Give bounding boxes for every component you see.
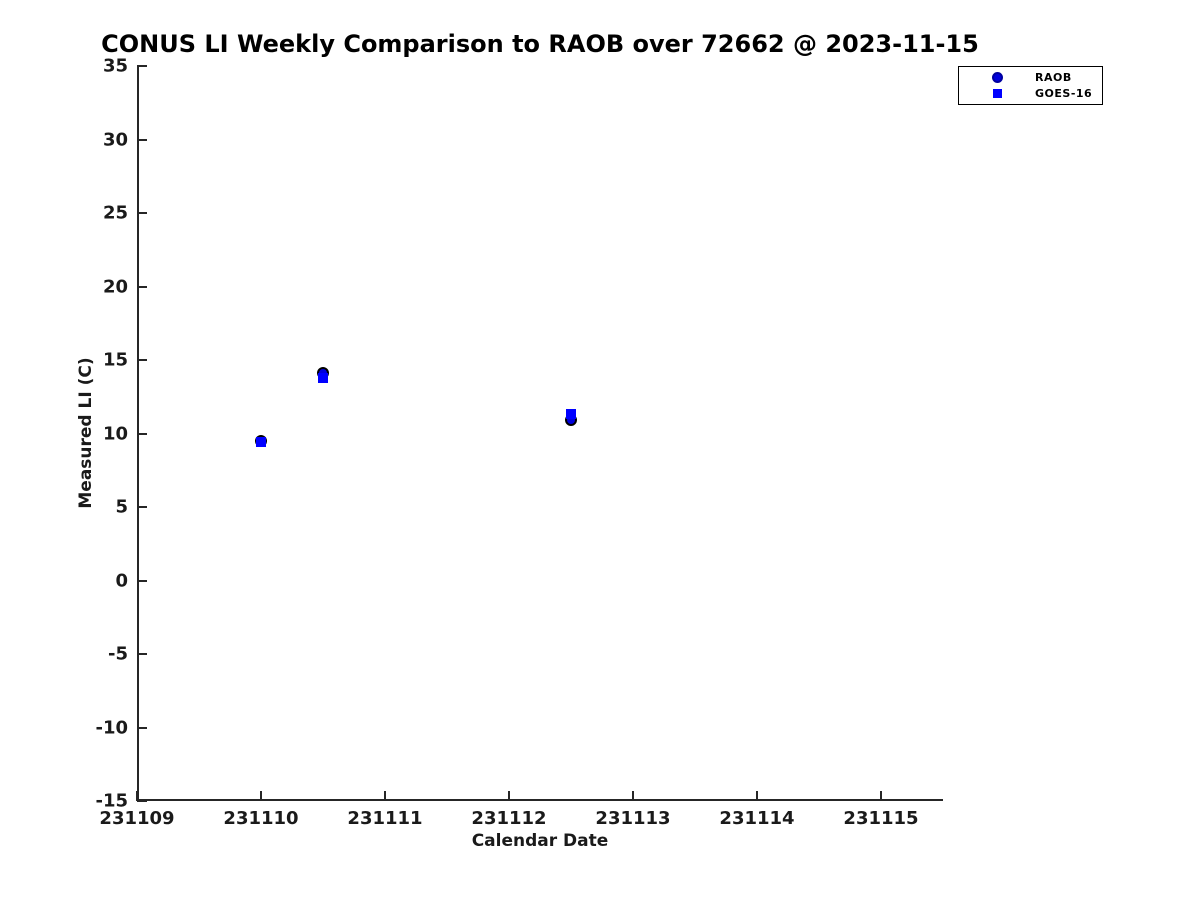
legend-label-goes16: GOES-16 (1035, 87, 1093, 100)
y-tick-mark (137, 212, 147, 214)
x-tick-label: 231110 (223, 808, 299, 829)
y-tick-label: 10 (102, 423, 128, 444)
goes16-data-point (256, 436, 266, 447)
x-tick-label: 231113 (595, 808, 671, 829)
x-tick-mark (384, 791, 386, 801)
y-tick-mark (137, 138, 147, 141)
goes16-data-point (566, 408, 576, 419)
y-tick-mark (137, 579, 147, 582)
y-tick-label: 0 (115, 570, 128, 591)
legend-row-raob: RAOB (959, 70, 1102, 86)
y-tick-mark (137, 653, 147, 655)
goes16-square-marker-icon (992, 89, 1002, 98)
y-tick-mark (137, 800, 147, 802)
raob-circle-marker-icon (991, 72, 1003, 83)
x-tick-label: 231114 (719, 808, 795, 829)
x-tick-label: 231115 (843, 808, 919, 829)
y-tick-label: 25 (102, 202, 128, 224)
x-tick-mark (508, 791, 510, 801)
goes16-data-point (318, 373, 328, 384)
chart-title: CONUS LI Weekly Comparison to RAOB over … (101, 30, 979, 58)
legend: RAOB GOES-16 (958, 66, 1103, 105)
x-tick-mark (260, 791, 262, 801)
x-tick-label: 231109 (99, 808, 175, 829)
y-tick-label: -10 (95, 717, 128, 738)
y-tick-label: -15 (95, 790, 128, 812)
y-tick-mark (137, 359, 147, 361)
x-tick-mark (136, 791, 138, 801)
legend-marker-cell (959, 89, 1035, 98)
legend-label-raob: RAOB (1035, 71, 1072, 84)
y-tick-label: 30 (102, 129, 128, 150)
x-axis-label: Calendar Date (471, 831, 609, 851)
x-tick-mark (880, 791, 882, 801)
legend-row-goes16: GOES-16 (959, 86, 1102, 102)
x-tick-label: 231112 (471, 808, 547, 829)
x-tick-mark (632, 791, 634, 801)
x-tick-label: 231111 (347, 808, 423, 829)
y-tick-mark (137, 726, 147, 729)
x-tick-mark (756, 791, 758, 801)
y-tick-mark (137, 506, 147, 508)
y-tick-label: -5 (108, 643, 128, 665)
legend-marker-cell (959, 72, 1035, 83)
y-tick-mark (137, 285, 147, 288)
y-tick-mark (137, 432, 147, 435)
plot-area (137, 66, 943, 801)
y-tick-label: 15 (102, 349, 128, 371)
y-tick-mark (137, 65, 147, 67)
y-tick-label: 5 (115, 496, 128, 518)
y-tick-label: 20 (102, 276, 128, 297)
y-tick-label: 35 (102, 55, 128, 77)
